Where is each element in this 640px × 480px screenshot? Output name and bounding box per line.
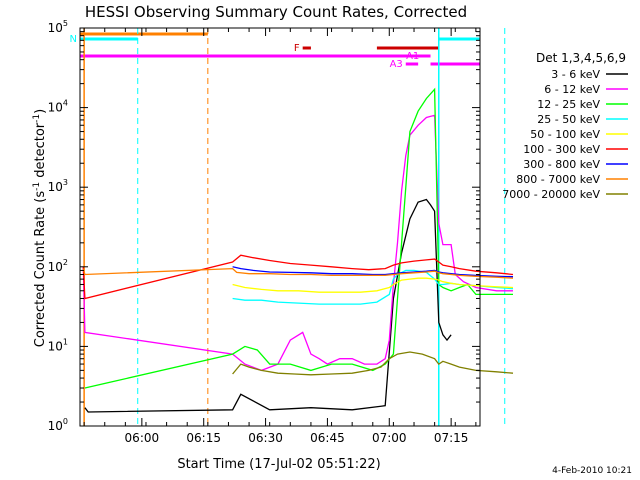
x-tick-label: 06:00	[125, 431, 160, 445]
series-line	[232, 351, 514, 376]
legend-entry-label: 6 - 12 keV	[544, 83, 600, 96]
flag-label: F	[294, 43, 300, 54]
legend-entry-label: 50 - 100 keV	[530, 128, 600, 141]
footer-date: 4-Feb-2010 10:21	[552, 466, 632, 476]
y-axis-label-sup2: -1	[32, 114, 42, 123]
y-axis-label-sup1: -1	[32, 182, 42, 191]
x-axis-label: Start Time (17-Jul-02 05:51:22)	[177, 457, 380, 472]
legend-entry-label: 800 - 7000 keV	[516, 173, 600, 186]
x-tick-label: 06:30	[248, 431, 283, 445]
chart-title: HESSI Observing Summary Count Rates, Cor…	[85, 3, 467, 21]
series-line	[232, 277, 514, 293]
y-axis-label: Corrected Count Rate (s-1 detector-1)	[32, 109, 48, 347]
flag-label: A1	[406, 51, 419, 62]
series-line	[82, 114, 513, 372]
y-tick-exponent: 1	[63, 337, 68, 346]
flag-label: A3	[390, 59, 403, 70]
y-tick-exponent: 5	[63, 19, 68, 28]
axis-ticks: 06:00 06:15 06:30 06:45 07:00 07:151001011021…	[48, 19, 480, 445]
y-tick-exponent: 2	[63, 258, 68, 267]
y-tick-label: 102	[48, 258, 68, 274]
y-tick-label: 103	[48, 178, 68, 194]
series-lines	[82, 87, 514, 413]
legend-entry-label: 12 - 25 keV	[537, 98, 600, 111]
x-tick-label: 07:15	[434, 431, 469, 445]
y-tick-label: 100	[48, 417, 68, 433]
y-axis-label-text: Corrected Count Rate (s	[33, 191, 48, 348]
y-tick-label: 104	[48, 99, 68, 115]
series-line	[82, 254, 514, 300]
legend-entry-label: 3 - 6 keV	[551, 68, 600, 81]
flag-label: N	[70, 34, 77, 45]
series-line	[84, 87, 513, 389]
x-tick-label: 07:00	[372, 431, 407, 445]
legend-entry-label: 7000 - 20000 keV	[502, 188, 600, 201]
legend-entry-label: 300 - 800 keV	[523, 158, 600, 171]
y-tick-exponent: 0	[63, 417, 68, 426]
x-tick-label: 06:15	[186, 431, 221, 445]
y-axis-label-mid: detector	[33, 122, 48, 182]
y-tick-exponent: 3	[63, 178, 68, 187]
y-tick-label: 105	[48, 19, 68, 35]
series-line	[232, 266, 514, 278]
series-line	[84, 198, 452, 413]
legend-entry-label: 25 - 50 keV	[537, 113, 600, 126]
y-axis-label-end: )	[33, 109, 48, 114]
plot-frame	[79, 27, 481, 427]
y-tick-exponent: 4	[63, 99, 68, 108]
legend-entry-label: 100 - 300 keV	[523, 143, 600, 156]
x-tick-label: 06:45	[310, 431, 345, 445]
y-tick-label: 101	[48, 337, 68, 353]
legend-title: Det 1,3,4,5,6,9	[536, 51, 626, 65]
vertical-marker-lines	[83, 28, 506, 426]
series-line	[82, 267, 514, 279]
legend: Det 1,3,4,5,6,9 3 - 6 keV 6 - 12 keV 12 - …	[502, 51, 628, 201]
